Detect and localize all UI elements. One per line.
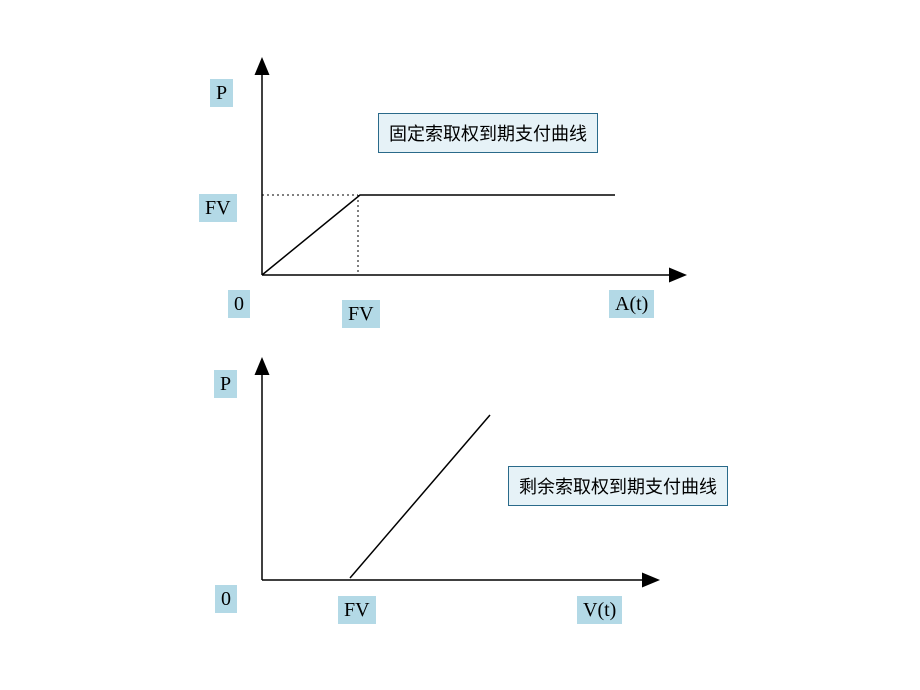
chart1-fv-y-label: FV: [199, 194, 237, 222]
diagram-canvas: P FV 0 FV A(t) 固定索取权到期支付曲线 P 0 FV V(t) 剩…: [0, 0, 920, 690]
chart2-y-label: P: [214, 370, 237, 398]
chart1-x-label: A(t): [609, 290, 654, 318]
chart1-fv-x-label: FV: [342, 300, 380, 328]
chart1-y-label: P: [210, 79, 233, 107]
chart2-origin-label: 0: [215, 585, 237, 613]
chart2-title: 剩余索取权到期支付曲线: [508, 466, 728, 506]
chart2-x-label: V(t): [577, 596, 622, 624]
chart2-curve: [350, 415, 490, 578]
chart1-origin-label: 0: [228, 290, 250, 318]
chart1-title: 固定索取权到期支付曲线: [378, 113, 598, 153]
chart1-curve: [262, 195, 615, 275]
chart2-fv-x-label: FV: [338, 596, 376, 624]
plot-svg: [0, 0, 920, 690]
